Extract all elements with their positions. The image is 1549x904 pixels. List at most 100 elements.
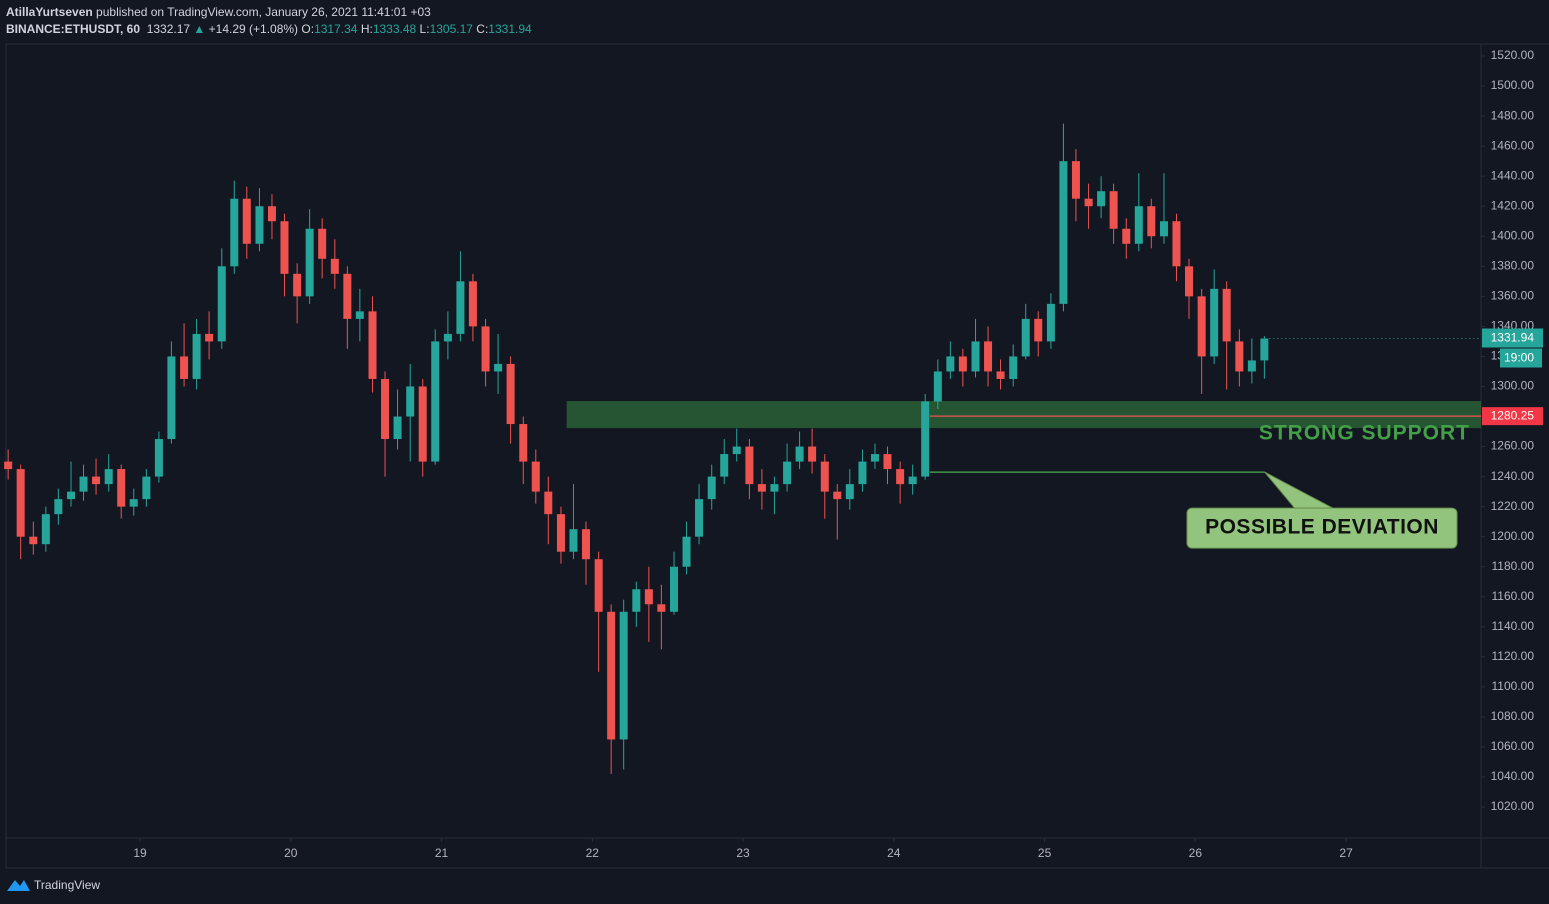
author: AtillaYurtseven (6, 5, 93, 19)
low: 1305.17 (429, 22, 473, 36)
candle-body (1084, 198, 1093, 207)
x-tick-label: 25 (1038, 846, 1052, 860)
x-tick-label: 27 (1339, 846, 1353, 860)
y-tick-label: 1060.00 (1491, 739, 1535, 753)
candle-body (644, 589, 653, 605)
candle-body (870, 454, 879, 462)
candle-body (695, 499, 704, 537)
candle-body (494, 363, 503, 372)
countdown-tag (1500, 348, 1542, 368)
candle-body (343, 273, 352, 319)
candle-body (808, 446, 817, 462)
candle-body (757, 484, 766, 492)
candle-body (217, 266, 226, 342)
countdown-label: 19:00 (1504, 351, 1534, 365)
candle-body (117, 469, 126, 507)
candle-body (569, 529, 578, 552)
y-tick-label: 1400.00 (1491, 228, 1535, 242)
candle-body (293, 273, 302, 297)
candle-body (996, 371, 1005, 379)
candle-body (770, 484, 779, 492)
y-tick-label: 1260.00 (1491, 439, 1535, 453)
candle-body (1122, 228, 1131, 244)
candle-body (16, 469, 25, 537)
candle-body (280, 221, 289, 274)
candle-body (833, 491, 842, 500)
candle-body (330, 258, 339, 274)
candle-body (205, 333, 214, 342)
level-tag (1482, 407, 1543, 426)
candle-body (1059, 161, 1068, 304)
candle-body (506, 363, 515, 425)
candle-body (1046, 303, 1055, 342)
last: 1332.17 (146, 22, 191, 36)
o-label: O: (301, 22, 315, 36)
y-tick-label: 1120.00 (1492, 649, 1535, 663)
tradingview-logo (7, 880, 30, 891)
candle-body (1097, 191, 1106, 207)
candle-body (531, 461, 540, 492)
y-tick-label: 1240.00 (1491, 469, 1535, 483)
y-tick-label: 1500.00 (1491, 78, 1535, 92)
candle-body (406, 386, 415, 417)
candle-body (984, 341, 993, 372)
candle-body (682, 536, 691, 567)
candle-body (1071, 161, 1080, 199)
y-tick-label: 1380.00 (1491, 258, 1535, 272)
candle-body (933, 371, 942, 402)
candle-body (1034, 318, 1043, 342)
change: +14.29 (+1.08%) (208, 22, 299, 36)
candle-body (92, 476, 101, 485)
candle-body (393, 416, 402, 440)
candle-body (783, 461, 792, 485)
candle-body (142, 476, 151, 500)
x-tick-label: 24 (887, 846, 901, 860)
candle-body (305, 228, 314, 297)
candle-body (54, 499, 63, 515)
candle-body (958, 356, 967, 372)
candle-body (242, 198, 251, 244)
y-tick-label: 1200.00 (1491, 529, 1535, 543)
candle-body (946, 356, 955, 372)
candle-body (180, 356, 189, 379)
candle-body (519, 424, 528, 462)
candle-body (1172, 221, 1181, 267)
candle-body (381, 378, 390, 440)
y-tick-label: 1020.00 (1491, 799, 1535, 813)
candle-body (443, 333, 452, 342)
last-price-tag (1482, 328, 1543, 348)
y-tick-label: 1440.00 (1491, 168, 1535, 182)
symbol-line: BINANCE:ETHUSDT, 60 1332.17 ▲ +14.29 (+1… (6, 22, 532, 36)
candle-body (858, 461, 867, 485)
c-label: C: (476, 22, 489, 36)
y-tick-label: 1360.00 (1491, 289, 1535, 303)
x-tick-label: 23 (736, 846, 750, 860)
candle-body (1260, 338, 1269, 361)
candle-body (657, 604, 666, 612)
candle-body (104, 469, 113, 485)
open: 1317.34 (314, 22, 358, 36)
candle-body (481, 326, 490, 372)
candle-body (845, 484, 854, 500)
candle-body (255, 206, 264, 244)
y-tick-label: 1080.00 (1491, 709, 1535, 723)
candle-body (267, 206, 276, 222)
candle-body (29, 536, 38, 545)
candle-body (230, 198, 239, 267)
candle-body (1147, 206, 1156, 237)
candle-body (1134, 206, 1143, 244)
candle-body (745, 446, 754, 485)
candle-body (1109, 191, 1118, 229)
callout-box (1186, 507, 1458, 549)
y-tick-label: 1420.00 (1491, 198, 1535, 212)
y-tick-label: 1180.00 (1492, 559, 1535, 573)
publish-line: AtillaYurtseven published on TradingView… (6, 5, 431, 19)
h-label: H: (360, 22, 373, 36)
candle-body (1210, 288, 1219, 357)
callout-label: POSSIBLE DEVIATION (1205, 516, 1439, 539)
candle-body (921, 401, 930, 477)
symbol: BINANCE:ETHUSDT, 60 (6, 22, 141, 36)
candle-body (79, 476, 88, 492)
x-tick-label: 19 (133, 846, 147, 860)
